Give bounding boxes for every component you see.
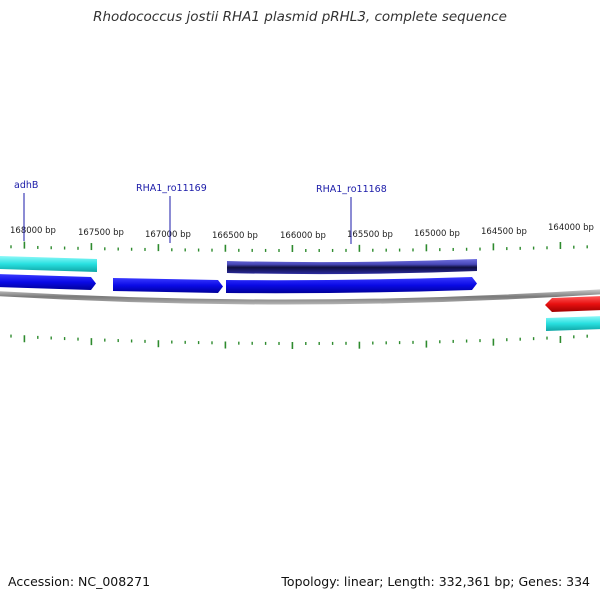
gene-feature-cyan-right[interactable] [546,316,600,331]
ruler-label: 164500 bp [481,227,527,237]
upper-ruler-ticks [10,241,588,252]
ruler-label: 167000 bp [145,230,191,240]
ruler-label: 167500 bp [78,228,124,238]
gene-labels: adhB RHA1_ro11169 RHA1_ro11168 [14,180,387,244]
lower-ruler-ticks [10,334,588,349]
accession-text: Accession: NC_008271 [8,574,151,589]
ruler-label: 164000 bp [548,223,594,233]
summary-text: Topology: linear; Length: 332,361 bp; Ge… [281,574,590,589]
sequence-backbone [0,289,600,305]
gene-feature-cyan[interactable] [0,256,97,272]
cds-arrow-ro11168[interactable] [226,277,477,294]
gene-label-ro11169[interactable]: RHA1_ro11169 [136,183,207,194]
cds-arrow-adhb[interactable] [0,274,96,290]
ruler-label: 168000 bp [10,226,56,236]
cds-arrow-red[interactable] [545,296,600,312]
map-title: Rhodococcus jostii RHA1 plasmid pRHL3, c… [93,9,507,25]
gene-feature-navy[interactable] [227,259,477,275]
ruler-label: 166500 bp [212,231,258,241]
ruler-labels: 168000 bp 167500 bp 167000 bp 166500 bp … [10,223,594,241]
gene-label-ro11168[interactable]: RHA1_ro11168 [316,184,387,195]
gene-label-adhb[interactable]: adhB [14,180,38,191]
ruler-label: 165000 bp [414,229,460,239]
ruler-label: 165500 bp [347,230,393,240]
ruler-label: 166000 bp [280,231,326,241]
cds-arrow-ro11169[interactable] [113,278,223,293]
